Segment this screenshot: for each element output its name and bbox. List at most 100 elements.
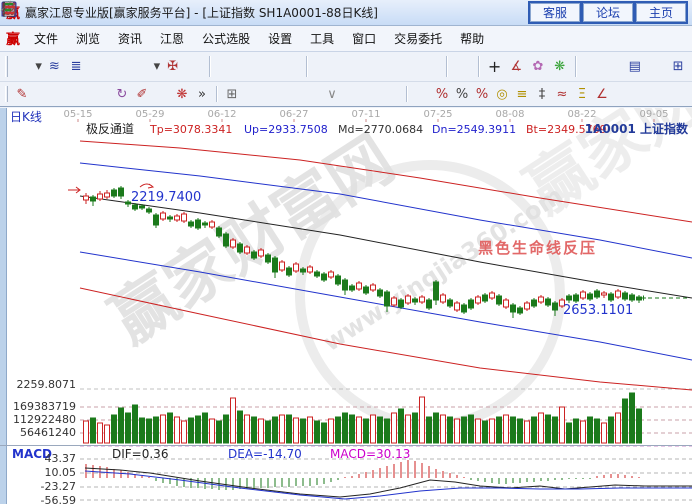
note-view-icon[interactable]: ≣ xyxy=(70,59,82,74)
menu-item-9[interactable]: 帮助 xyxy=(460,32,485,46)
gold-lines-icon[interactable]: ≡ xyxy=(516,86,528,102)
dea-value: DEA=-14.70 xyxy=(228,447,302,461)
volume-bar xyxy=(440,414,446,444)
candle-style-dropdown-icon[interactable]: ▾ xyxy=(35,59,42,74)
gold-circle-icon[interactable]: ◎ xyxy=(496,86,508,102)
toolbar-grip[interactable] xyxy=(5,56,8,77)
gold-level-icon[interactable]: Ξ xyxy=(577,86,587,102)
menu-item-6[interactable]: 工具 xyxy=(310,32,335,46)
single-candle-icon[interactable] xyxy=(5,2,152,78)
parallel-lines-icon[interactable] xyxy=(0,0,402,104)
spiral-tool-icon[interactable]: ↻ xyxy=(116,86,128,102)
dense-grid-icon[interactable] xyxy=(2,2,362,104)
menu-item-7[interactable]: 窗口 xyxy=(352,32,377,46)
macd-value: MACD=30.13 xyxy=(330,447,410,461)
calculator-icon[interactable] xyxy=(2,1,624,78)
bars-9-icon[interactable]: 9 xyxy=(3,3,131,78)
calendar-icon[interactable]: 21 xyxy=(1,2,603,78)
hatch-box-2-icon[interactable] xyxy=(2,2,302,104)
magic-tool-icon[interactable]: ✿ xyxy=(532,59,544,74)
gann-box-icon[interactable]: ⊞ xyxy=(226,86,238,102)
volume-bar xyxy=(594,418,600,444)
menu-item-5[interactable]: 设置 xyxy=(268,32,293,46)
more-tools-icon[interactable]: » xyxy=(198,86,206,102)
percent-icon[interactable]: % xyxy=(455,86,469,102)
flag-icon[interactable] xyxy=(3,2,206,78)
percent-lines-icon[interactable]: % xyxy=(475,86,489,102)
price-ruler-icon[interactable]: ‡ xyxy=(538,86,546,102)
menu-item-1[interactable]: 浏览 xyxy=(76,32,101,46)
toolbar-separator xyxy=(406,85,408,103)
candle-body xyxy=(573,294,579,302)
volume-bar xyxy=(160,414,166,444)
brush-tool-icon[interactable]: ✎ xyxy=(16,86,28,102)
diamond-tool-2-icon[interactable] xyxy=(1,1,356,78)
candle-body xyxy=(258,249,264,257)
dense-grid-2-icon[interactable] xyxy=(2,2,382,104)
brain-tool-icon[interactable]: ❋ xyxy=(554,59,566,74)
volume-bar xyxy=(601,422,607,444)
title-bar[interactable]: 赢 赢家江恩专业版[赢家服务平台] - [上证指数 SH1A0001-88日K线… xyxy=(0,0,692,26)
service-button[interactable]: 客服 xyxy=(530,3,580,22)
notebook-icon[interactable]: ▤ xyxy=(628,59,641,74)
candle-body xyxy=(90,196,96,202)
diamond-tool-3-icon[interactable] xyxy=(1,1,377,78)
home-button[interactable]: 主页 xyxy=(636,3,686,22)
diamond-tool-1-icon[interactable] xyxy=(1,1,334,78)
skip-to-start-icon[interactable] xyxy=(3,4,237,78)
volume-profile-icon[interactable] xyxy=(3,2,432,104)
grid-tool-icon[interactable] xyxy=(3,3,52,104)
hatch-box-icon[interactable] xyxy=(2,2,282,104)
trend-angle-icon[interactable]: ∠ xyxy=(596,86,608,102)
time-grid-icon[interactable] xyxy=(3,3,172,104)
save-icon[interactable] xyxy=(2,2,668,78)
percent-zone-icon[interactable]: % xyxy=(435,86,449,102)
menu-item-8[interactable]: 交易委托 xyxy=(394,32,443,46)
diamond-tool-4-icon[interactable] xyxy=(1,1,399,78)
candle-style-icon[interactable] xyxy=(2,2,34,78)
period-label: 日K线 xyxy=(10,110,42,124)
menu-item-3[interactable]: 江恩 xyxy=(160,32,185,46)
single-candle-dropdown-icon[interactable]: ▾ xyxy=(153,59,161,74)
bars-3-icon[interactable]: 3 xyxy=(3,3,109,78)
volume-bar xyxy=(461,416,467,444)
candle-body xyxy=(97,193,103,200)
candle-body xyxy=(111,189,117,197)
candle-body xyxy=(552,302,558,311)
menu-item-4[interactable]: 公式选股 xyxy=(202,32,251,46)
volume-bar xyxy=(580,420,586,444)
curve-overlay-icon[interactable]: ≋ xyxy=(48,59,60,74)
star-cycle-icon[interactable]: ❋ xyxy=(176,86,188,102)
menu-item-0[interactable]: 文件 xyxy=(34,32,59,46)
candle-body xyxy=(419,296,425,303)
skip-to-end-icon[interactable] xyxy=(3,4,259,78)
volume-bar xyxy=(419,396,425,444)
angle-measure-icon[interactable]: ∡ xyxy=(510,59,523,74)
ink-tool-icon[interactable]: ✠ xyxy=(167,59,179,74)
gold-section-grid-icon[interactable] xyxy=(3,3,72,104)
candle-body xyxy=(615,290,621,298)
diamond-tool-5-icon[interactable] xyxy=(1,1,421,78)
hand-tool-icon[interactable] xyxy=(3,3,474,78)
wave-ruler-icon[interactable]: ≈ xyxy=(556,86,568,102)
pen-grid-icon[interactable]: ✐ xyxy=(136,86,148,102)
fibonacci-grid-icon[interactable]: F xyxy=(3,3,112,104)
crosshair-icon[interactable]: + xyxy=(487,56,502,76)
zigzag-icon[interactable]: ∨ xyxy=(327,86,337,102)
menu-item-2[interactable]: 资讯 xyxy=(118,32,143,46)
forum-button[interactable]: 论坛 xyxy=(583,3,633,22)
angle-lines-icon[interactable] xyxy=(2,2,322,104)
step-forward-icon[interactable] xyxy=(4,3,302,78)
macd-panel-label: MACD xyxy=(12,447,52,461)
volume-scale-label: 56461240 xyxy=(20,426,76,439)
gold-section-grid-2-icon[interactable] xyxy=(3,3,92,104)
candle-body xyxy=(293,263,299,272)
date-label: 07-11 xyxy=(351,109,380,120)
step-back-icon[interactable] xyxy=(4,3,281,78)
share-icon[interactable]: ⊞ xyxy=(672,59,684,74)
toolbar-grip[interactable] xyxy=(5,85,8,103)
gann-fan-icon[interactable] xyxy=(2,2,262,104)
volume-bar xyxy=(118,407,124,444)
diamond-tool-6-icon[interactable] xyxy=(1,1,442,78)
